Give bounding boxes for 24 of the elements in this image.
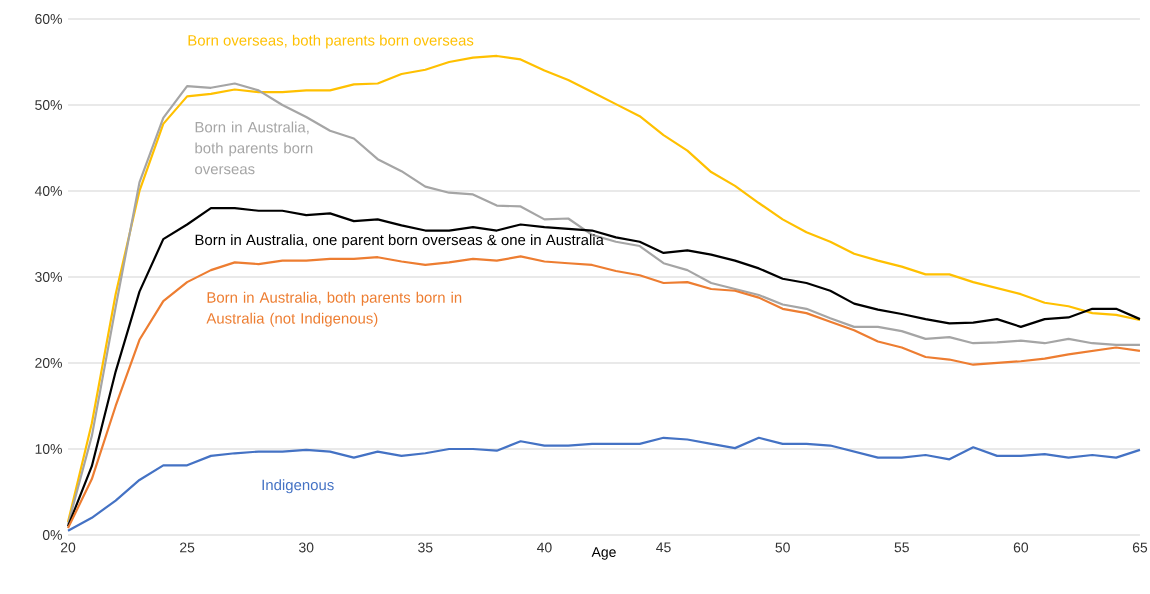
- series-label: Born overseas, both parents born overseas: [188, 34, 474, 49]
- x-tick-label: 30: [299, 542, 314, 553]
- y-tick-label: 60%: [35, 14, 62, 24]
- y-tick-label: 10%: [35, 444, 62, 454]
- y-tick-label: 40%: [34, 186, 62, 196]
- x-tick-label: 45: [656, 542, 671, 553]
- x-tick-label: 25: [180, 542, 195, 553]
- series-label: Born in Australia, both parents born overseas: [195, 121, 313, 175]
- x-tick-label: 60: [1013, 542, 1029, 553]
- x-axis-title: Age: [591, 547, 616, 560]
- y-tick-label: 30%: [35, 272, 62, 282]
- series-label: Born in Australia, one parent born overseas & one in Australia: [195, 234, 604, 249]
- series-label: Indigenous: [262, 479, 334, 494]
- series-label: Born in Australia, both parents born in Australia (not Indigenous): [206, 291, 462, 327]
- x-tick-label: 65: [1132, 542, 1148, 553]
- line-series: [66, 207, 1142, 528]
- x-tick-label: 55: [894, 542, 909, 553]
- y-tick-label: 20%: [35, 358, 62, 368]
- x-tick-label: 50: [775, 542, 790, 553]
- y-tick-label: 50%: [35, 100, 62, 110]
- x-tick-label: 40: [536, 542, 552, 553]
- x-tick-label: 20: [60, 542, 76, 553]
- x-tick-label: 35: [418, 542, 433, 553]
- y-tick-label: 0%: [42, 530, 62, 540]
